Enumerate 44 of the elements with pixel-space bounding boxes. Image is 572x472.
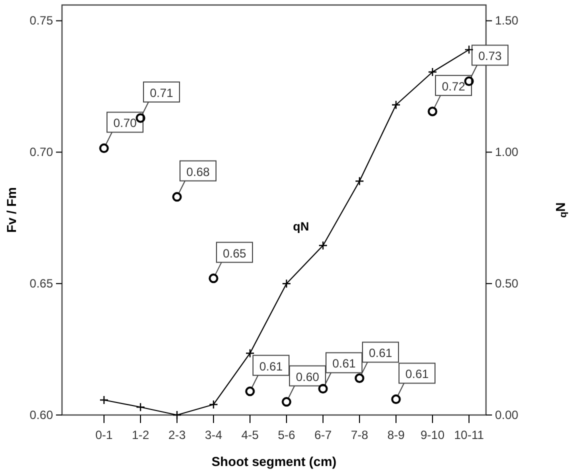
x-tick-label: 2-3 [168, 428, 186, 442]
data-label: 0.65 [222, 246, 246, 260]
point [208, 274, 218, 284]
y2-tick-label: 1.00 [495, 145, 519, 160]
y2-tick-label: 0.00 [495, 408, 519, 422]
x-axis-title: Shoot segment (cm) [212, 454, 336, 469]
y-tick-label: 0.75 [30, 14, 54, 28]
point [245, 386, 255, 396]
x-tick-label: 6-7 [314, 428, 332, 442]
y2-tick-label: 0.50 [495, 276, 519, 290]
point [282, 397, 292, 407]
y-tick-label: 0.60 [30, 408, 54, 422]
point [391, 394, 401, 404]
data-label: 0.73 [478, 49, 502, 64]
y-tick-label: 0.65 [30, 276, 54, 290]
data-label: 0.60 [296, 370, 320, 384]
data-label: 0.61 [259, 359, 283, 374]
point [464, 76, 474, 86]
x-tick-label: 8-9 [387, 428, 405, 442]
data-label: 0.70 [113, 116, 137, 130]
point [428, 106, 438, 116]
x-tick-label: 5-6 [278, 428, 296, 442]
x-tick-label: 0-1 [95, 428, 113, 442]
x-tick-label: 4-5 [241, 428, 259, 442]
point [172, 192, 182, 202]
data-label: 0.68 [186, 164, 210, 179]
data-label: 0.61 [332, 356, 356, 371]
series-label: qN [293, 219, 309, 234]
data-label: 0.72 [442, 79, 466, 94]
y2-tick-label: 1.50 [495, 14, 519, 28]
point [136, 113, 146, 123]
point [354, 373, 364, 384]
point [99, 143, 109, 154]
x-tick-label: 9-10 [420, 428, 445, 442]
data-label: 0.61 [368, 346, 392, 360]
x-tick-label: 3-4 [204, 428, 222, 442]
point [318, 384, 328, 394]
x-tick-label: 7-8 [350, 428, 368, 442]
data-label: 0.71 [150, 86, 174, 100]
x-tick-label: 1-2 [132, 428, 150, 442]
y-axis-title: Fv / Fm [4, 187, 19, 233]
x-tick-label: 10-11 [454, 428, 484, 442]
data-label: 0.61 [405, 367, 429, 382]
y-tick-label: 0.70 [30, 145, 54, 160]
